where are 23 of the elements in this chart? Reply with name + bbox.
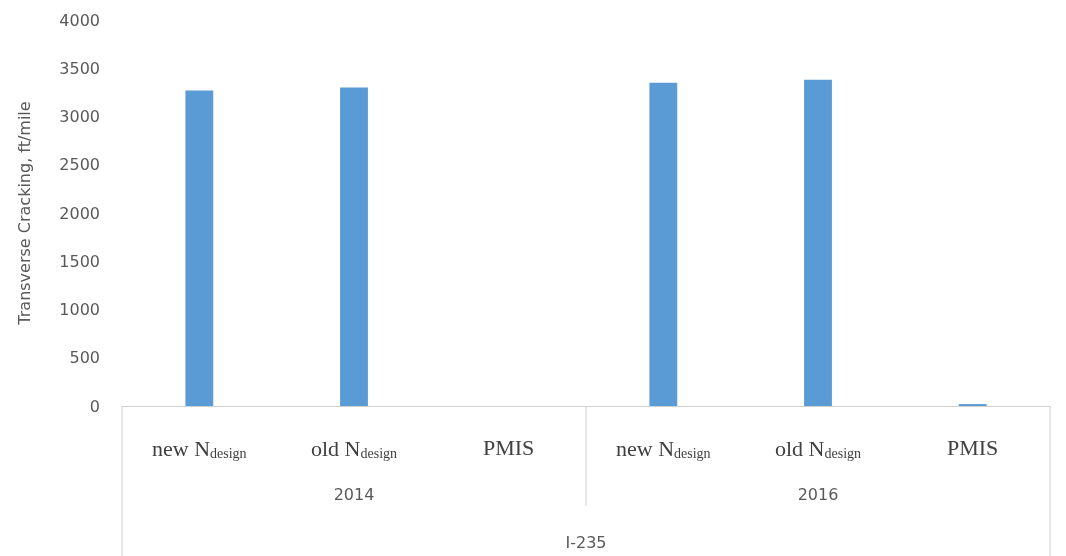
y-axis-title: Transverse Cracking, ft/mile [14, 101, 34, 326]
x-tick-label: new Ndesign [616, 435, 711, 461]
text: 2014 [333, 484, 375, 504]
x-axis-title: I-235 [565, 532, 607, 552]
y-tick-label: 3000 [59, 107, 100, 126]
x-tick-label: old Ndesign [310, 435, 398, 461]
x-tick-label: PMIS [946, 434, 999, 460]
y-tick-label: 1000 [59, 300, 100, 319]
bar [804, 79, 832, 406]
y-tick-label: 2000 [59, 203, 100, 223]
y-tick-label: 500 [69, 348, 100, 368]
y-tick-label: 0 [89, 396, 100, 416]
y-tick-label: 1500 [59, 251, 100, 271]
bar [185, 90, 214, 406]
y-tick-label: 4000 [59, 10, 100, 30]
text: 2016 [797, 484, 839, 504]
bar [340, 87, 368, 406]
x-tick-label: old Ndesign [774, 435, 862, 461]
y-tick-label: 3500 [59, 58, 100, 78]
x-tick-label: PMIS [482, 434, 535, 460]
x-tick-label: new Ndesign [152, 435, 247, 461]
y-tick-label: 2500 [59, 155, 100, 175]
bar [649, 82, 678, 406]
